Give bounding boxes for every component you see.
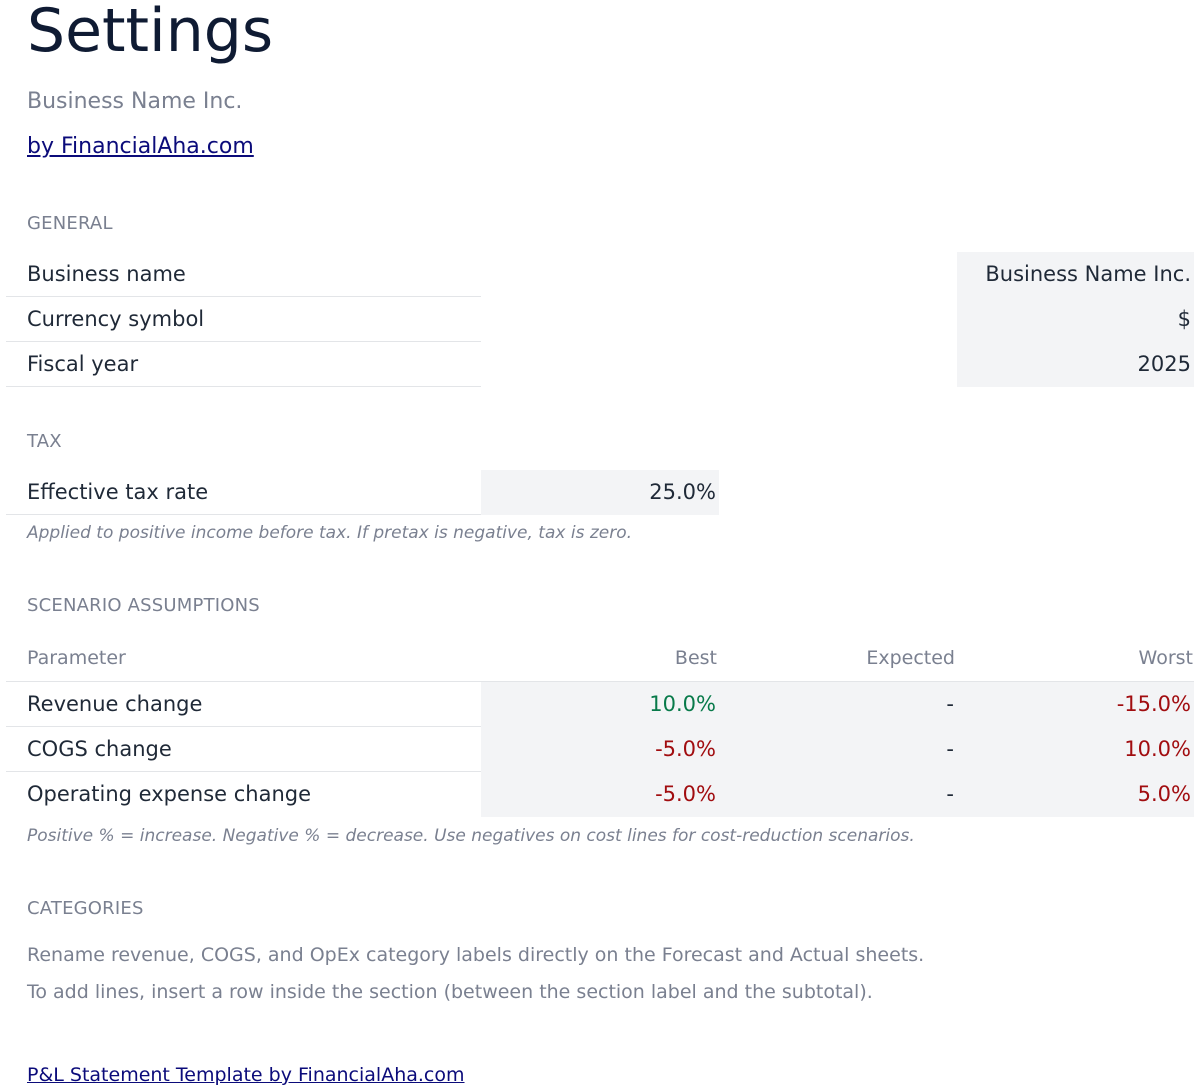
opex-worst-input[interactable]: 5.0% — [957, 772, 1194, 817]
effective-tax-rate-input[interactable]: 25.0% — [481, 470, 719, 515]
cogs-best-input[interactable]: -5.0% — [481, 727, 719, 772]
page-title: Settings — [27, 0, 274, 66]
effective-tax-rate-label: Effective tax rate — [27, 480, 209, 504]
footer-template-link[interactable]: P&L Statement Template by FinancialAha.c… — [27, 1064, 465, 1086]
row-divider — [6, 726, 481, 727]
header-worst: Worst — [1138, 647, 1193, 669]
row-divider — [6, 296, 481, 297]
section-general-label: GENERAL — [27, 213, 113, 234]
cogs-expected-input[interactable]: - — [719, 727, 957, 772]
revenue-change-label: Revenue change — [27, 692, 203, 716]
row-divider — [6, 386, 481, 387]
cogs-worst-input[interactable]: 10.0% — [957, 727, 1194, 772]
business-subtitle: Business Name Inc. — [27, 89, 243, 114]
tax-note: Applied to positive income before tax. I… — [27, 523, 633, 543]
fiscal-year-input[interactable]: 2025 — [957, 342, 1194, 387]
categories-add-lines-text: To add lines, insert a row inside the se… — [27, 981, 873, 1003]
business-name-input[interactable]: Business Name Inc. — [957, 252, 1194, 297]
fiscal-year-label: Fiscal year — [27, 352, 139, 376]
revenue-best-input[interactable]: 10.0% — [481, 682, 719, 727]
row-divider — [6, 341, 481, 342]
revenue-worst-input[interactable]: -15.0% — [957, 682, 1194, 727]
header-divider — [6, 681, 1194, 682]
opex-expected-input[interactable]: - — [719, 772, 957, 817]
financialaha-link[interactable]: by FinancialAha.com — [27, 134, 254, 159]
opex-change-label: Operating expense change — [27, 782, 312, 806]
currency-symbol-input[interactable]: $ — [957, 297, 1194, 342]
business-name-label: Business name — [27, 262, 186, 286]
currency-symbol-label: Currency symbol — [27, 307, 205, 331]
header-expected: Expected — [866, 647, 955, 669]
scenario-note: Positive % = increase. Negative % = decr… — [27, 826, 915, 846]
row-divider — [6, 771, 481, 772]
header-best: Best — [674, 647, 717, 669]
row-divider — [6, 514, 481, 515]
section-categories-label: CATEGORIES — [27, 898, 144, 919]
categories-rename-text: Rename revenue, COGS, and OpEx category … — [27, 944, 925, 966]
revenue-expected-input[interactable]: - — [719, 682, 957, 727]
opex-best-input[interactable]: -5.0% — [481, 772, 719, 817]
section-scenarios-label: SCENARIO ASSUMPTIONS — [27, 595, 260, 616]
cogs-change-label: COGS change — [27, 737, 172, 761]
section-tax-label: TAX — [27, 431, 62, 452]
header-parameter: Parameter — [27, 647, 126, 669]
